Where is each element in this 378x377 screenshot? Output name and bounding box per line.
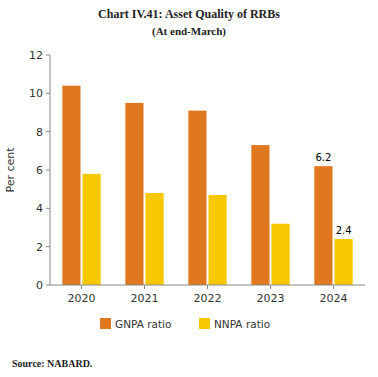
legend-swatch: [100, 318, 111, 329]
x-tick-label: 2023: [257, 292, 285, 305]
bars: [62, 86, 352, 285]
y-axis-label: Per cent: [4, 147, 17, 193]
bar: [125, 103, 143, 285]
y-tick: [46, 55, 50, 56]
bar: [314, 166, 332, 285]
bar: [335, 239, 353, 285]
x-tick: [270, 285, 271, 289]
x-tick-label: 2024: [320, 292, 348, 305]
y-tick: [46, 246, 50, 247]
bar: [209, 195, 227, 285]
y-tick-label: 12: [29, 49, 43, 62]
y-tick: [46, 208, 50, 209]
subtitle: (At end-March): [152, 25, 226, 38]
bar: [272, 224, 290, 285]
y-tick-label: 4: [36, 202, 43, 215]
x-tick-label: 2020: [68, 292, 96, 305]
bar: [83, 174, 101, 285]
x-tick: [207, 285, 208, 289]
y-tick-label: 2: [36, 241, 43, 254]
y-tick-label: 6: [36, 164, 43, 177]
y-tick: [46, 285, 50, 286]
y-tick: [46, 93, 50, 94]
annotation: 6.2: [315, 152, 331, 163]
y-tick: [46, 131, 50, 132]
x-tick: [333, 285, 334, 289]
y-tick-label: 0: [36, 279, 43, 292]
bar: [146, 193, 164, 285]
legend-label: GNPA ratio: [115, 318, 171, 330]
legend: GNPA ratio NNPA ratio: [100, 318, 270, 330]
source: Source: NABARD.: [12, 358, 93, 369]
y-tick-label: 10: [29, 87, 43, 100]
chart: Chart IV.41: Asset Quality of RRBs (At en…: [0, 0, 378, 377]
y-tick: [46, 170, 50, 171]
x-tick: [81, 285, 82, 289]
bar: [188, 111, 206, 285]
title: Chart IV.41: Asset Quality of RRBs: [98, 7, 280, 21]
legend-label: NNPA ratio: [214, 318, 270, 330]
annotation: 2.4: [336, 225, 352, 236]
x-tick-label: 2021: [131, 292, 159, 305]
y-tick-label: 8: [36, 126, 43, 139]
y-axis: [50, 55, 51, 285]
legend-swatch: [199, 318, 210, 329]
x-tick-label: 2022: [194, 292, 222, 305]
x-tick: [144, 285, 145, 289]
bar: [62, 86, 80, 285]
bar: [251, 145, 269, 285]
